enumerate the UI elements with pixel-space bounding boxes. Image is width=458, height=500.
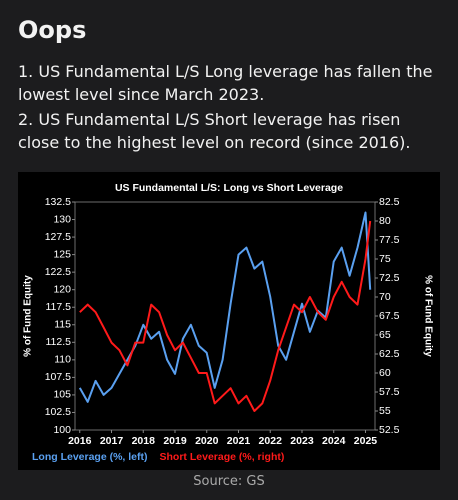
y-tick-label: 132.5: [45, 196, 71, 208]
y2-tick-label: 57.5: [379, 386, 400, 398]
y2-tick-label: 70: [379, 291, 391, 303]
y-tick-label: 105: [53, 389, 71, 401]
y-tick-label: 115: [54, 319, 71, 331]
post-point: 1. US Fundamental L/S Long leverage has …: [18, 62, 433, 104]
y-tick-label: 127.5: [45, 231, 71, 243]
y-tick-label: 112.5: [46, 336, 72, 348]
y2-tick-label: 77.5: [379, 234, 400, 246]
y2-tick-label: 72.5: [379, 272, 400, 284]
y-tick-label: 120: [53, 283, 71, 295]
y2-tick-label: 55: [379, 405, 391, 417]
x-tick-label: 2023: [290, 435, 314, 447]
y-axis-label: % of Fund Equity: [23, 275, 34, 357]
x-tick-label: 2018: [132, 435, 156, 447]
y2-tick-label: 62.5: [379, 348, 400, 360]
series-line: [78, 211, 372, 403]
x-tick-label: 2022: [259, 435, 283, 447]
y2-tick-label: 75: [379, 253, 391, 265]
post-point: 2. US Fundamental L/S Short leverage has…: [18, 110, 411, 152]
y-tick-label: 100: [53, 424, 71, 436]
y2-tick-label: 60: [379, 367, 391, 379]
chart-title: US Fundamental L/S: Long vs Short Levera…: [115, 182, 343, 194]
y2-tick-label: 52.5: [379, 424, 400, 436]
y2-tick-label: 82.5: [379, 196, 400, 208]
y2-tick-label: 80: [379, 215, 391, 227]
y-tick-label: 130: [53, 213, 71, 225]
series-line: [79, 220, 372, 412]
y-tick-label: 102.5: [45, 406, 71, 418]
y-tick-label: 122.5: [45, 266, 71, 278]
x-tick-label: 2016: [68, 435, 92, 447]
y2-axis-label: % of Fund Equity: [422, 275, 433, 357]
y2-tick-label: 65: [379, 329, 391, 341]
y-tick-label: 107.5: [45, 371, 71, 383]
x-tick-label: 2019: [163, 435, 187, 447]
x-tick-label: 2017: [100, 435, 124, 447]
legend-entry: Short Leverage (%, right): [160, 451, 285, 463]
legend-entry: Long Leverage (%, left): [32, 451, 148, 463]
source: Source: GS: [193, 474, 265, 489]
x-tick-label: 2021: [227, 435, 251, 447]
x-tick-label: 2025: [354, 435, 378, 447]
y-tick-label: 110: [54, 354, 71, 366]
x-tick-label: 2020: [195, 435, 219, 447]
y-tick-label: 125: [53, 248, 71, 260]
post-title: Oops: [18, 16, 87, 44]
y-tick-label: 117.5: [46, 301, 72, 313]
y2-tick-label: 67.5: [379, 310, 400, 322]
x-tick-label: 2024: [322, 435, 346, 447]
